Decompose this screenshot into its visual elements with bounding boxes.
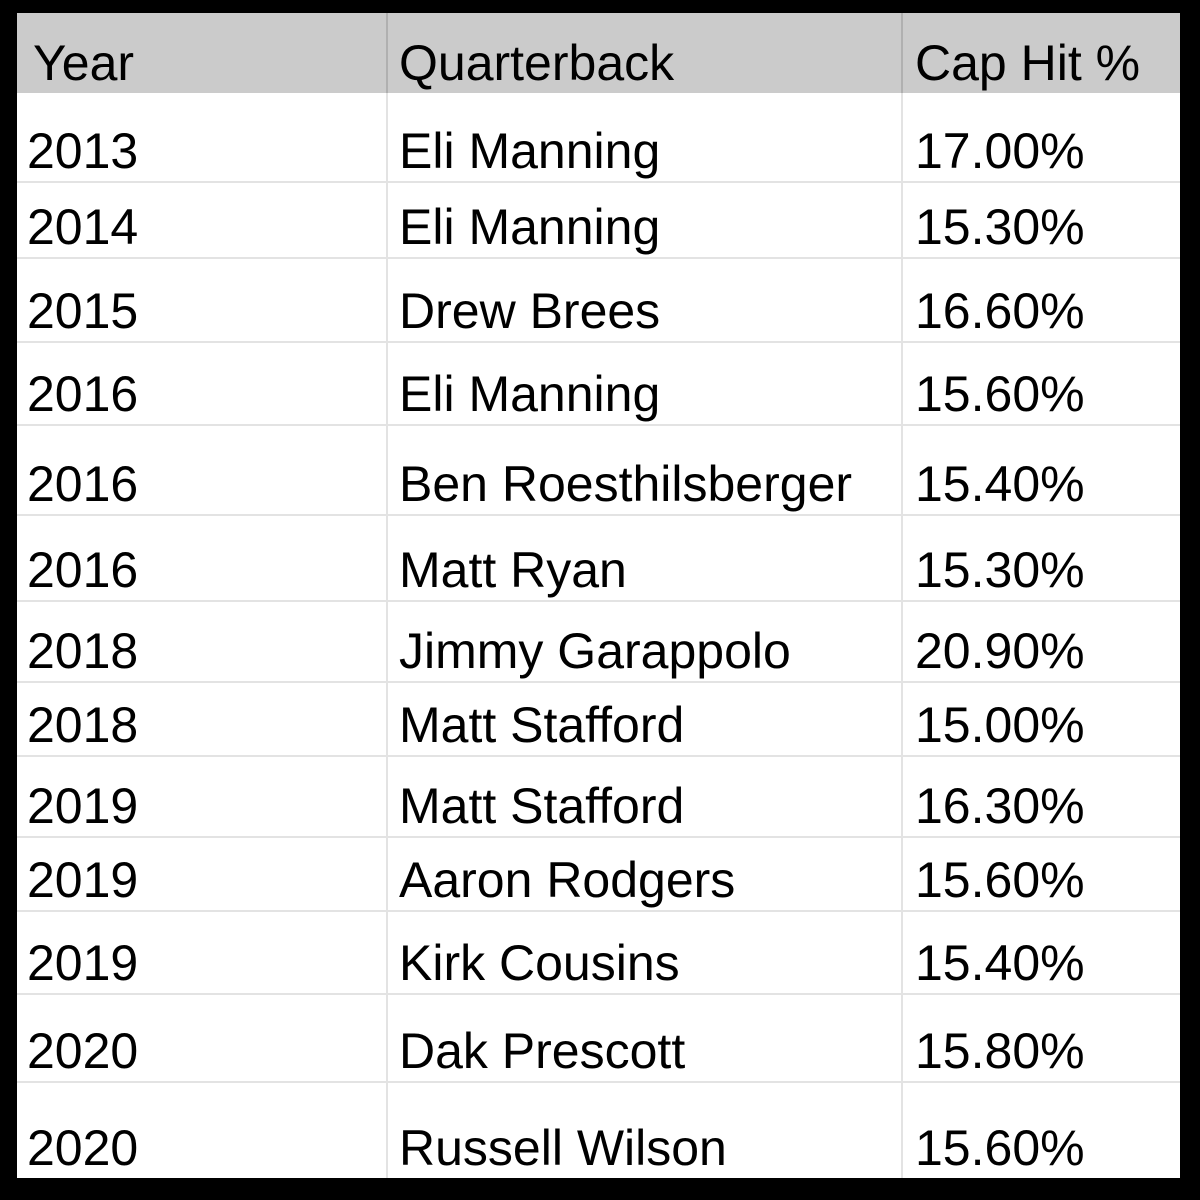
table-body: 2013 Eli Manning 17.00% 2014 Eli Manning 15.3… [17, 93, 1180, 1178]
cell-quarterback[interactable]: Russell Wilson [388, 1083, 903, 1178]
cell-quarterback[interactable]: Aaron Rodgers [388, 838, 903, 910]
cell-quarterback[interactable]: Drew Brees [388, 259, 903, 341]
cell-cap-hit[interactable]: 15.30% [915, 199, 1085, 255]
table-row: 2020 Dak Prescott 15.80% [17, 995, 1180, 1083]
cell-year[interactable]: 2016 [17, 426, 388, 514]
cell-quarterback[interactable]: Dak Prescott [388, 995, 903, 1081]
table-header-row: Year Quarterback Cap Hit % [17, 13, 1180, 93]
cell-cap-hit[interactable]: 15.60% [915, 852, 1085, 908]
cell-cap-hit[interactable]: 15.40% [915, 935, 1085, 991]
table-row: 2015 Drew Brees 16.60% [17, 259, 1180, 343]
cell-year[interactable]: 2018 [17, 602, 388, 681]
cell-cap-hit[interactable]: 16.30% [915, 778, 1085, 834]
cell-year[interactable]: 2020 [17, 1083, 388, 1178]
cell-quarterback[interactable]: Matt Stafford [388, 757, 903, 836]
table-row: 2019 Kirk Cousins 15.40% [17, 912, 1180, 995]
cell-quarterback[interactable]: Jimmy Garappolo [388, 602, 903, 681]
cap-hit-table: Year Quarterback Cap Hit % 2013 Eli Manni… [17, 13, 1180, 1178]
cell-year[interactable]: 2015 [17, 259, 388, 341]
cell-year[interactable]: 2020 [17, 995, 388, 1081]
cell-year[interactable]: 2019 [17, 757, 388, 836]
cell-year[interactable]: 2014 [17, 183, 388, 257]
table-row: 2016 Matt Ryan 15.30% [17, 516, 1180, 602]
cell-cap-hit[interactable]: 15.40% [915, 456, 1085, 512]
cell-year[interactable]: 2016 [17, 516, 388, 600]
column-header-quarterback[interactable]: Quarterback [388, 13, 903, 93]
column-header-cap-hit[interactable]: Cap Hit % [915, 35, 1141, 91]
cell-quarterback[interactable]: Matt Ryan [388, 516, 903, 600]
cell-cap-hit[interactable]: 15.60% [915, 366, 1085, 422]
table-row: 2013 Eli Manning 17.00% [17, 93, 1180, 183]
cell-year[interactable]: 2018 [17, 683, 388, 755]
cell-cap-hit[interactable]: 15.80% [915, 1023, 1085, 1079]
column-header-year[interactable]: Year [17, 13, 388, 93]
table-row: 2019 Matt Stafford 16.30% [17, 757, 1180, 838]
cell-year[interactable]: 2019 [17, 912, 388, 993]
cell-cap-hit[interactable]: 15.30% [915, 542, 1085, 598]
table-row: 2016 Eli Manning 15.60% [17, 343, 1180, 426]
cell-year[interactable]: 2013 [17, 93, 388, 181]
cell-quarterback[interactable]: Eli Manning [388, 183, 903, 257]
cell-cap-hit[interactable]: 16.60% [915, 283, 1085, 339]
cell-quarterback[interactable]: Eli Manning [388, 343, 903, 424]
table-row: 2016 Ben Roesthilsberger 15.40% [17, 426, 1180, 516]
table-row: 2019 Aaron Rodgers 15.60% [17, 838, 1180, 912]
table-row: 2014 Eli Manning 15.30% [17, 183, 1180, 259]
cell-quarterback[interactable]: Eli Manning [388, 93, 903, 181]
table-row: 2018 Jimmy Garappolo 20.90% [17, 602, 1180, 683]
table-row: 2018 Matt Stafford 15.00% [17, 683, 1180, 757]
cell-year[interactable]: 2016 [17, 343, 388, 424]
cell-quarterback[interactable]: Ben Roesthilsberger [388, 426, 903, 514]
cell-cap-hit[interactable]: 20.90% [915, 623, 1085, 679]
cell-quarterback[interactable]: Matt Stafford [388, 683, 903, 755]
cell-quarterback[interactable]: Kirk Cousins [388, 912, 903, 993]
cell-cap-hit[interactable]: 17.00% [915, 123, 1085, 179]
cell-cap-hit[interactable]: 15.00% [915, 697, 1085, 753]
cell-cap-hit[interactable]: 15.60% [915, 1120, 1085, 1176]
table-row: 2020 Russell Wilson 15.60% [17, 1083, 1180, 1178]
cell-year[interactable]: 2019 [17, 838, 388, 910]
